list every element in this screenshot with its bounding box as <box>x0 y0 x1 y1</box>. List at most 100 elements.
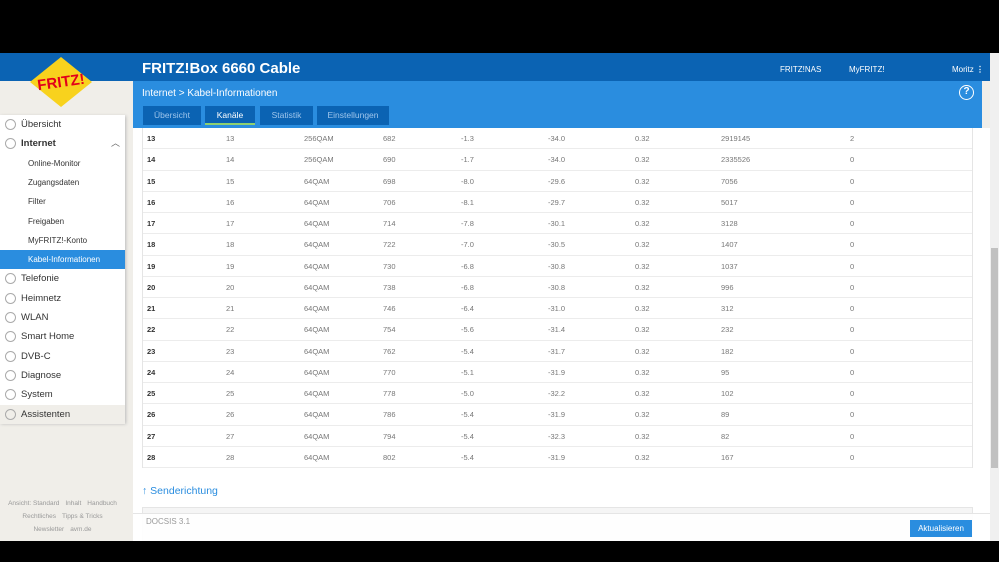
sidebar-item-smart-home[interactable]: Smart Home <box>0 327 125 346</box>
table-cell: 14 <box>147 155 156 165</box>
menu-icon <box>5 369 16 381</box>
table-cell: 0.32 <box>635 452 650 462</box>
footer-link-tipps[interactable]: Tipps & Tricks <box>62 513 103 520</box>
table-cell: 23 <box>147 346 156 356</box>
main-content: 13 13 256QAM 682 -1.3 -34.0 0.32 2919145 2 14 14 25… <box>133 128 990 541</box>
footer-link-newsletter[interactable]: Newsletter <box>33 526 65 533</box>
table-cell: 0 <box>850 197 855 207</box>
sidebar-item-dvb-c[interactable]: DVB-C <box>0 347 125 366</box>
sidebar-item-wlan[interactable]: WLAN <box>0 308 125 327</box>
table-cell: 778 <box>383 389 396 398</box>
sidebar-item-online-monitor[interactable]: Online-Monitor <box>0 154 125 173</box>
sidebar-item-label: Übersicht <box>21 119 62 130</box>
sidebar-footer: Ansicht: Standard Inhalt Handbuch Rechtlic… <box>0 497 125 536</box>
table-cell: 64QAM <box>304 197 330 207</box>
table-cell: 0 <box>850 431 855 441</box>
sidebar-item-telefonie[interactable]: Telefonie <box>0 269 125 288</box>
footer-link-ansicht[interactable]: Ansicht: Standard <box>8 500 60 507</box>
table-cell: -34.0 <box>548 155 566 165</box>
table-cell: -31.0 <box>548 304 566 313</box>
table-row: 16 16 64QAM 706 -8.1 -29.7 0.32 5017 0 <box>143 192 972 213</box>
table-row: 28 28 64QAM 802 -5.4 -31.9 0.32 167 0 <box>143 447 972 468</box>
footer-link-rechtliches[interactable]: Rechtliches <box>22 513 57 520</box>
table-cell: 714 <box>383 219 396 228</box>
sidebar-item-assistenten[interactable]: Assistenten <box>0 404 125 424</box>
table-cell: 786 <box>383 410 396 420</box>
table-cell: -7.8 <box>461 219 474 228</box>
table-cell: 64QAM <box>304 240 330 250</box>
fritzbox-ui: FRITZ!Box 6660 Cable FRITZ!NAS MyFRITZ! … <box>0 53 999 541</box>
channel-table: 13 13 256QAM 682 -1.3 -34.0 0.32 2919145 2 14 14 25… <box>142 128 973 468</box>
page-title: FRITZ!Box 6660 Cable <box>142 60 301 77</box>
table-cell: -1.7 <box>461 155 474 165</box>
myfritz-link[interactable]: MyFRITZ! <box>849 65 885 74</box>
table-cell: 64QAM <box>304 261 330 271</box>
chevron-up-icon[interactable]: ︿ <box>110 138 120 149</box>
sidebar-item-heimnetz[interactable]: Heimnetz <box>0 289 125 308</box>
table-cell: 22 <box>147 325 156 335</box>
table-cell: 0 <box>850 452 855 462</box>
table-cell: 682 <box>383 134 396 143</box>
scrollbar[interactable] <box>990 53 999 541</box>
sidebar-item-diagnose[interactable]: Diagnose <box>0 366 125 385</box>
table-cell: 706 <box>383 197 396 207</box>
table-cell: 20 <box>226 282 235 292</box>
table-cell: -5.4 <box>461 346 474 356</box>
sidebar-item-label: WLAN <box>21 312 49 323</box>
table-cell: -5.0 <box>461 389 474 398</box>
fritz-nas-link[interactable]: FRITZ!NAS <box>780 65 822 74</box>
footer-link-handbuch[interactable]: Handbuch <box>87 500 117 507</box>
table-cell: 698 <box>383 176 396 186</box>
sidebar-item-zugangsdaten[interactable]: Zugangsdaten <box>0 173 125 192</box>
table-cell: 28 <box>147 452 156 462</box>
table-cell: -29.6 <box>548 176 566 186</box>
table-cell: -8.0 <box>461 176 474 186</box>
table-cell: -6.8 <box>461 261 474 271</box>
table-cell: 0 <box>850 367 855 377</box>
table-cell: 19 <box>147 261 156 271</box>
scrollbar-thumb[interactable] <box>991 248 998 468</box>
user-menu[interactable]: Moritz ⋮ <box>952 65 984 74</box>
table-cell: 26 <box>147 410 156 420</box>
table-cell: 95 <box>721 367 730 377</box>
svg-text:FRITZ!: FRITZ! <box>36 71 85 94</box>
table-cell: 770 <box>383 367 396 377</box>
table-cell: 27 <box>226 431 235 441</box>
tab-uebersicht[interactable]: Übersicht <box>143 106 201 125</box>
table-cell: 0 <box>850 261 855 271</box>
tab-kanaele[interactable]: Kanäle <box>205 106 255 125</box>
sidebar-item-freigaben[interactable]: Freigaben <box>0 212 125 231</box>
sidebar-item-internet[interactable]: Internet ︿ <box>0 134 125 153</box>
footer-link-avm[interactable]: avm.de <box>70 526 92 533</box>
table-cell: 3128 <box>721 219 738 228</box>
table-cell: -1.3 <box>461 134 474 143</box>
sidebar-item-filter[interactable]: Filter <box>0 192 125 211</box>
table-cell: 2335526 <box>721 155 751 165</box>
sidebar-item-myfritz-konto[interactable]: MyFRITZ!-Konto <box>0 231 125 250</box>
table-cell: 0.32 <box>635 197 650 207</box>
table-cell: 0.32 <box>635 240 650 250</box>
table-cell: 0 <box>850 304 855 313</box>
tab-statistik[interactable]: Statistik <box>260 106 313 125</box>
table-cell: -30.5 <box>548 240 566 250</box>
refresh-button[interactable]: Aktualisieren <box>910 520 972 537</box>
breadcrumb-internet[interactable]: Internet <box>142 88 176 99</box>
sidebar-item-label: Freigaben <box>28 216 65 226</box>
tab-einstellungen[interactable]: Einstellungen <box>317 106 389 125</box>
help-icon[interactable]: ? <box>959 85 974 100</box>
table-cell: 17 <box>226 219 235 228</box>
fritz-logo[interactable]: FRITZ! <box>30 57 92 107</box>
table-cell: 82 <box>721 431 730 441</box>
table-cell: 762 <box>383 346 396 356</box>
table-cell: 312 <box>721 304 734 313</box>
breadcrumb-current: Kabel-Informationen <box>187 88 278 99</box>
sidebar-item-system[interactable]: System <box>0 385 125 404</box>
sidebar-item--bersicht[interactable]: Übersicht <box>0 115 125 134</box>
sidebar-item-kabel-informationen[interactable]: Kabel-Informationen <box>0 250 125 270</box>
footer-link-inhalt[interactable]: Inhalt <box>65 500 82 507</box>
table-row: 13 13 256QAM 682 -1.3 -34.0 0.32 2919145 2 <box>143 128 972 150</box>
table-cell: 802 <box>383 452 396 462</box>
table-cell: 0 <box>850 325 855 335</box>
table-row: 17 17 64QAM 714 -7.8 -30.1 0.32 3128 0 <box>143 213 972 235</box>
section-senderichtung[interactable]: ↑ Senderichtung <box>142 485 218 497</box>
